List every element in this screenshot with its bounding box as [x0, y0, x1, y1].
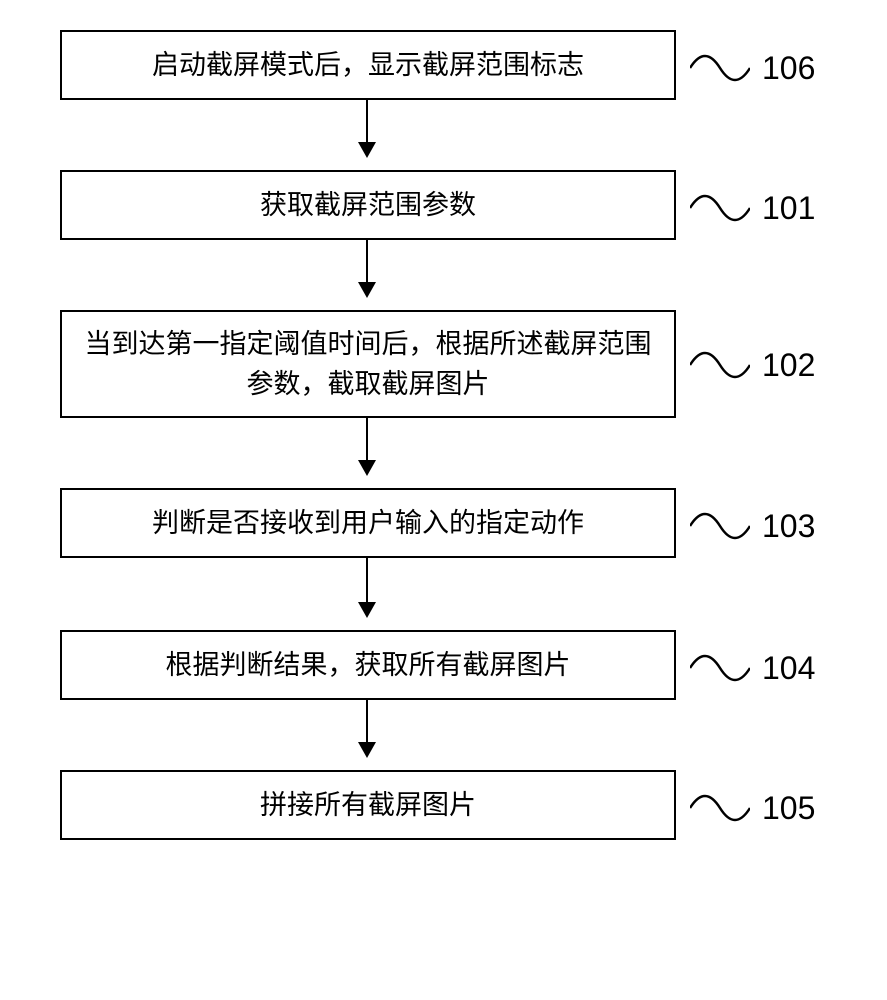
flow-step-101: 获取截屏范围参数: [60, 170, 676, 240]
sine-connector-icon: [690, 648, 750, 688]
flow-label-106-text: 106: [762, 50, 815, 87]
flow-label-104: 104: [690, 648, 815, 688]
flow-label-103: 103: [690, 506, 815, 546]
flow-step-104: 根据判断结果，获取所有截屏图片: [60, 630, 676, 700]
flow-step-102-text: 当到达第一指定阈值时间后，根据所述截屏范围参数，截取截屏图片: [82, 324, 654, 405]
flow-step-104-text: 根据判断结果，获取所有截屏图片: [166, 645, 571, 686]
flow-label-103-text: 103: [762, 508, 815, 545]
flow-arrow-5: [366, 700, 368, 756]
sine-connector-icon: [690, 48, 750, 88]
flow-arrow-1: [366, 100, 368, 156]
flow-label-104-text: 104: [762, 650, 815, 687]
flow-label-102: 102: [690, 345, 815, 385]
flow-step-103-text: 判断是否接收到用户输入的指定动作: [152, 503, 584, 544]
flow-label-101: 101: [690, 188, 815, 228]
flow-arrow-4: [366, 558, 368, 616]
flow-label-101-text: 101: [762, 190, 815, 227]
sine-connector-icon: [690, 188, 750, 228]
flow-step-106: 启动截屏模式后，显示截屏范围标志: [60, 30, 676, 100]
flow-step-101-text: 获取截屏范围参数: [260, 185, 476, 226]
flow-step-105: 拼接所有截屏图片: [60, 770, 676, 840]
flow-label-105-text: 105: [762, 790, 815, 827]
flow-step-105-text: 拼接所有截屏图片: [260, 785, 476, 826]
flow-step-102: 当到达第一指定阈值时间后，根据所述截屏范围参数，截取截屏图片: [60, 310, 676, 418]
sine-connector-icon: [690, 506, 750, 546]
flow-label-106: 106: [690, 48, 815, 88]
flow-step-103: 判断是否接收到用户输入的指定动作: [60, 488, 676, 558]
flow-label-102-text: 102: [762, 347, 815, 384]
sine-connector-icon: [690, 345, 750, 385]
flow-arrow-3: [366, 418, 368, 474]
flow-arrow-2: [366, 240, 368, 296]
sine-connector-icon: [690, 788, 750, 828]
flow-step-106-text: 启动截屏模式后，显示截屏范围标志: [152, 45, 584, 86]
flow-label-105: 105: [690, 788, 815, 828]
